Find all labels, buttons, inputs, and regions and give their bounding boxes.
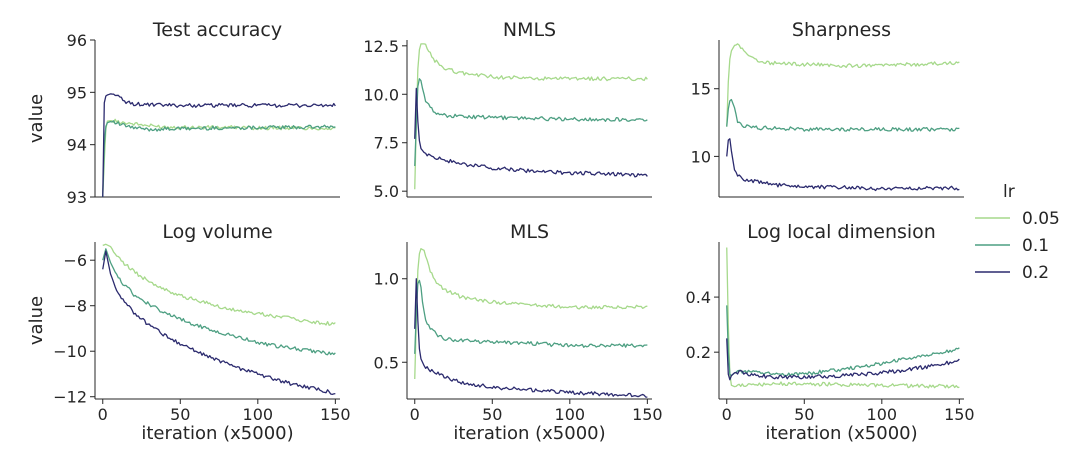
x-axis-label: iteration (x5000) — [453, 423, 605, 444]
x-tick-label: 100 — [555, 405, 586, 424]
series-line-lr-0.1 — [414, 78, 648, 167]
x-tick-label: 50 — [170, 405, 190, 424]
x-tick-label: 150 — [320, 405, 351, 424]
series-line-lr-0.2 — [102, 93, 336, 198]
x-tick-label: 50 — [794, 405, 814, 424]
series-line-lr-0.05 — [414, 43, 648, 190]
y-tick-label: 10.0 — [363, 85, 399, 104]
x-axis-label: iteration (x5000) — [765, 423, 917, 444]
legend-label-0.1: 0.1 — [1022, 236, 1049, 256]
chart-title: NMLS — [503, 19, 556, 41]
y-tick-label: 0.2 — [686, 343, 711, 362]
chart-title: Log local dimension — [747, 221, 936, 243]
series-line-lr-0.2 — [102, 250, 336, 395]
series-line-lr-0.2 — [726, 138, 960, 192]
x-tick-label: 150 — [632, 405, 663, 424]
series-line-lr-0.05 — [726, 247, 960, 389]
legend-title: lr — [1003, 182, 1015, 202]
panel-test-accuracy: Test accuracy 93 94 95 96 value — [26, 19, 340, 207]
chart-title: MLS — [510, 221, 549, 243]
y-tick-label: 96 — [67, 31, 87, 50]
series-line-lr-0.2 — [414, 87, 648, 178]
panel-log-local-dimension: Log local dimension 0.2 0.4 0 50 100 150 iterat… — [686, 221, 975, 444]
series-line-lr-0.1 — [102, 120, 336, 198]
y-tick-label: 95 — [67, 83, 87, 102]
y-tick-label: −12 — [53, 388, 87, 407]
x-tick-label: 50 — [482, 405, 502, 424]
y-tick-label: 10 — [691, 147, 711, 166]
y-tick-label: 12.5 — [363, 37, 399, 56]
chart-title: Log volume — [162, 221, 272, 243]
panel-log-volume: Log volume −12 −10 −8 −6 0 50 100 150 value iterat… — [26, 221, 351, 444]
y-axis-label: value — [26, 94, 47, 143]
y-tick-label: 7.5 — [374, 134, 399, 153]
chart-title: Sharpness — [792, 19, 891, 41]
x-tick-label: 0 — [410, 405, 420, 424]
x-tick-label: 100 — [243, 405, 274, 424]
series-line-lr-0.1 — [414, 279, 648, 354]
legend: lr 0.05 0.1 0.2 — [975, 182, 1060, 283]
series-line-lr-0.1 — [726, 305, 960, 377]
x-tick-label: 150 — [944, 405, 975, 424]
series-line-lr-0.05 — [726, 43, 960, 127]
series-line-lr-0.05 — [102, 118, 336, 198]
x-tick-label: 0 — [722, 405, 732, 424]
y-tick-label: 94 — [67, 136, 87, 155]
series-line-lr-0.2 — [414, 278, 648, 398]
y-tick-label: 15 — [691, 80, 711, 99]
series-line-lr-0.2 — [726, 338, 960, 381]
series-line-lr-0.1 — [726, 98, 960, 132]
panel-sharpness: Sharpness 10 15 — [691, 19, 964, 198]
chart-title: Test accuracy — [152, 19, 282, 41]
panel-nmls: NMLS 5.0 7.5 10.0 12.5 — [363, 19, 652, 201]
legend-label-0.05: 0.05 — [1022, 209, 1060, 229]
series-line-lr-0.05 — [102, 243, 336, 326]
y-tick-label: −10 — [53, 342, 87, 361]
x-axis-label: iteration (x5000) — [141, 423, 293, 444]
series-line-lr-0.05 — [414, 248, 648, 379]
y-tick-label: 93 — [67, 188, 87, 207]
y-tick-label: −6 — [63, 251, 87, 270]
panel-mls: MLS 0.5 1.0 0 50 100 150 iteration (x5000) — [374, 221, 663, 444]
series-line-lr-0.1 — [102, 248, 336, 356]
y-tick-label: −8 — [63, 297, 87, 316]
y-tick-label: 5.0 — [374, 182, 399, 201]
y-tick-label: 0.4 — [686, 288, 711, 307]
x-tick-label: 100 — [867, 405, 898, 424]
y-axis-label: value — [26, 296, 47, 345]
y-tick-label: 1.0 — [374, 270, 399, 289]
legend-label-0.2: 0.2 — [1022, 263, 1049, 283]
y-tick-label: 0.5 — [374, 353, 399, 372]
x-tick-label: 0 — [98, 405, 108, 424]
